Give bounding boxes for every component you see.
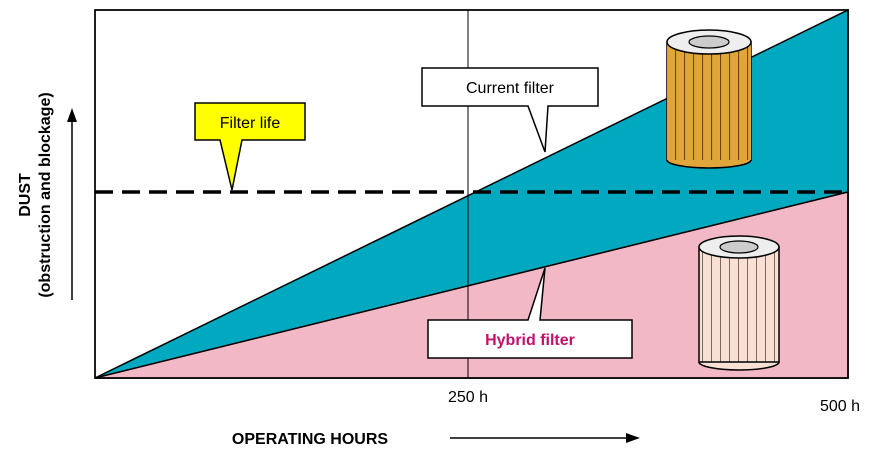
y-arrow-head: [67, 108, 77, 122]
callout-label: Current filter: [466, 80, 555, 97]
filter-icon: [666, 29, 752, 169]
x-arrow-head: [626, 433, 640, 443]
y-axis-label: DUST: [17, 173, 34, 217]
callout-box: [194, 102, 306, 191]
y-axis-sublabel: (obstruction and blockage): [37, 92, 54, 297]
x-tick-label: 500 h: [820, 398, 860, 415]
callout-box: [421, 67, 599, 153]
callout-box: [427, 267, 633, 359]
callout-label: Filter life: [220, 115, 281, 132]
plot-border: [94, 9, 849, 379]
x-tick-label: 250 h: [448, 389, 488, 406]
filter-icon: [698, 235, 780, 371]
x-axis-label: OPERATING HOURS: [232, 431, 388, 448]
callout-label: Hybrid filter: [485, 332, 575, 349]
